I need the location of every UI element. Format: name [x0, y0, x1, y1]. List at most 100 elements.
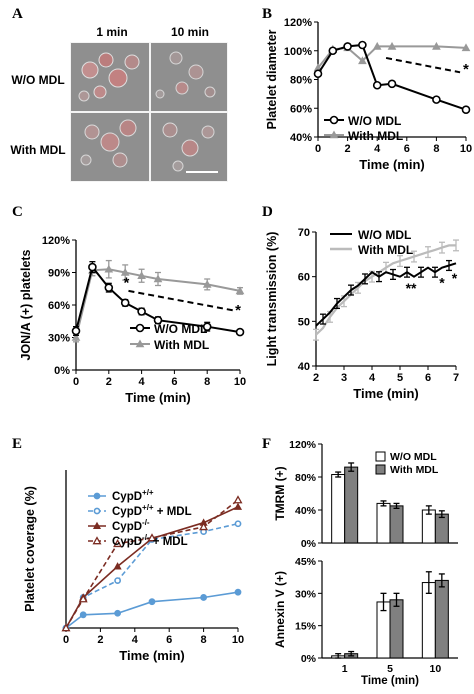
x-tick-label: 1: [342, 663, 348, 675]
y-tick-label: 40%: [295, 505, 317, 517]
x-axis-label: Time (min): [353, 386, 419, 401]
bar-with-mdl: [344, 466, 359, 544]
significance-star: *: [452, 270, 458, 286]
legend-swatch-without-mdl: [375, 451, 386, 462]
significance-dash-line: [385, 56, 461, 74]
legend-marker-with-mdl: [135, 339, 145, 348]
x-tick-label: 0: [315, 143, 321, 155]
bar-without-mdl: [376, 502, 391, 544]
data-point-with-mdl: [235, 286, 245, 295]
x-tick-label: 6: [404, 143, 410, 155]
legend-label-cypd-wt-mdl: CypD+/+ + MDL: [112, 503, 192, 518]
y-tick-label: 40: [298, 361, 310, 373]
legend-label-with-mdl: With MDL: [154, 338, 209, 352]
panel-a: A 1 min 10 min W/O MDL With MDL: [10, 6, 228, 182]
legend-label-with-mdl: With MDL: [390, 464, 439, 476]
x-tick-label: 8: [204, 376, 210, 388]
panel-letter-e: E: [12, 436, 22, 452]
panel-e: E 0 2 4 6 8 10 Time (min) Platelet coverage (%)…: [12, 436, 244, 663]
y-tick-label: 30%: [48, 333, 70, 345]
x-tick-label: 2: [345, 143, 351, 155]
x-tick-label: 5: [397, 372, 403, 384]
legend-marker-cypd-ko-mdl: [92, 536, 102, 545]
data-point-without-mdl: [104, 283, 114, 292]
legend-label-cypd-ko-mdl: CypD-/- + MDL: [112, 533, 188, 548]
y-tick-label: 15%: [295, 621, 317, 633]
x-tick-label: 6: [171, 376, 177, 388]
data-point-cypd-ko: [113, 562, 122, 570]
legend-label-cypd-wt: CypD+/+: [112, 488, 154, 503]
y-tick-label: 0%: [301, 538, 317, 550]
bar-with-mdl: [434, 579, 449, 659]
series-line-cypd-wt: [65, 591, 239, 629]
legend-marker-cypd-wt: [93, 492, 101, 500]
panel-letter-b: B: [262, 6, 272, 22]
significance-star: **: [406, 280, 417, 296]
data-point-cypd-ko-mdl: [233, 495, 243, 504]
y-tick-label: 90%: [48, 268, 70, 280]
y-tick-label: 120%: [284, 17, 312, 29]
data-point-cypd-wt: [200, 594, 207, 601]
data-point-with-mdl: [387, 41, 397, 50]
x-tick-label: 2: [313, 372, 319, 384]
row-label-with-mdl: With MDL: [10, 143, 65, 157]
legend-marker-with-mdl: [329, 130, 339, 139]
legend-swatch-with-mdl: [375, 464, 386, 475]
legend-label-without-mdl: W/O MDL: [390, 451, 437, 463]
data-point-with-mdl: [153, 274, 163, 283]
bar-with-mdl: [434, 513, 449, 544]
data-point-cypd-ko-mdl: [113, 538, 123, 548]
chart-f-bottom: 0% 15% 30% 45% Annexin V (+) 1 5 10 Time (min): [273, 556, 458, 687]
x-tick-label: 7: [453, 372, 459, 384]
x-tick-label: 0: [63, 634, 69, 646]
panel-letter-d: D: [262, 204, 273, 220]
panel-letter-c: C: [12, 204, 23, 220]
panel-letter-a: A: [12, 6, 23, 22]
legend-marker-cypd-wt-mdl: [93, 507, 101, 515]
y-tick-label: 50: [298, 316, 310, 328]
y-tick-label: 80%: [295, 472, 317, 484]
panel-d: D 2 3 4 5 6 7 40 50 60 70 Time (min) Light transmis…: [262, 204, 459, 401]
data-point-without-mdl: [153, 315, 163, 325]
x-tick-label: 2: [97, 634, 103, 646]
x-tick-label: 3: [341, 372, 347, 384]
y-tick-label: 30%: [295, 588, 317, 600]
x-tick-label: 8: [433, 143, 439, 155]
legend-label-with-mdl: With MDL: [348, 129, 403, 143]
data-point-cypd-ko-mdl: [78, 594, 88, 603]
y-tick-label: 45%: [295, 556, 317, 568]
data-point-cypd-wt-mdl: [234, 520, 242, 528]
chart-b: 0 2 4 6 8 10 40% 60% 80% 100% 120% Time (min) Platel…: [265, 17, 472, 172]
y-tick-label: 100%: [284, 46, 312, 58]
bar-without-mdl: [331, 474, 346, 544]
significance-star: *: [463, 61, 469, 78]
data-point-with-mdl: [137, 271, 146, 280]
data-point-cypd-ko: [233, 502, 243, 510]
data-point-with-mdl: [358, 56, 367, 65]
data-point-without-mdl: [88, 262, 97, 272]
micrograph-without-mdl-10min: [151, 43, 227, 111]
row-label-without-mdl: W/O MDL: [11, 73, 64, 87]
chart-c: 0 2 4 6 8 10 0% 30% 60% 90% 120% Time (min) JON/A (+…: [19, 235, 246, 405]
data-point-without-mdl: [313, 69, 323, 79]
series-line-cypd-ko-mdl: [65, 499, 239, 629]
legend-marker-cypd-ko: [92, 521, 102, 530]
y-tick-label: 60%: [48, 300, 70, 312]
x-tick-label: 8: [201, 634, 207, 646]
y-axis-label: Annexin V (+): [273, 571, 287, 648]
y-tick-label: 60%: [290, 103, 312, 115]
x-axis-label: Time (min): [125, 390, 191, 405]
x-tick-label: 5: [387, 663, 393, 675]
x-tick-label: 6: [425, 372, 431, 384]
panel-letter-f: F: [262, 436, 271, 452]
bar-with-mdl: [389, 505, 404, 544]
x-tick-label: 10: [232, 634, 244, 646]
y-tick-label: 120%: [289, 439, 317, 451]
data-point-with-mdl: [461, 43, 471, 52]
x-tick-label: 4: [139, 376, 146, 388]
data-point-without-mdl: [432, 95, 441, 104]
significance-star: *: [439, 274, 445, 290]
data-point-with-mdl: [71, 332, 81, 341]
data-point-without-mdl: [328, 46, 338, 56]
